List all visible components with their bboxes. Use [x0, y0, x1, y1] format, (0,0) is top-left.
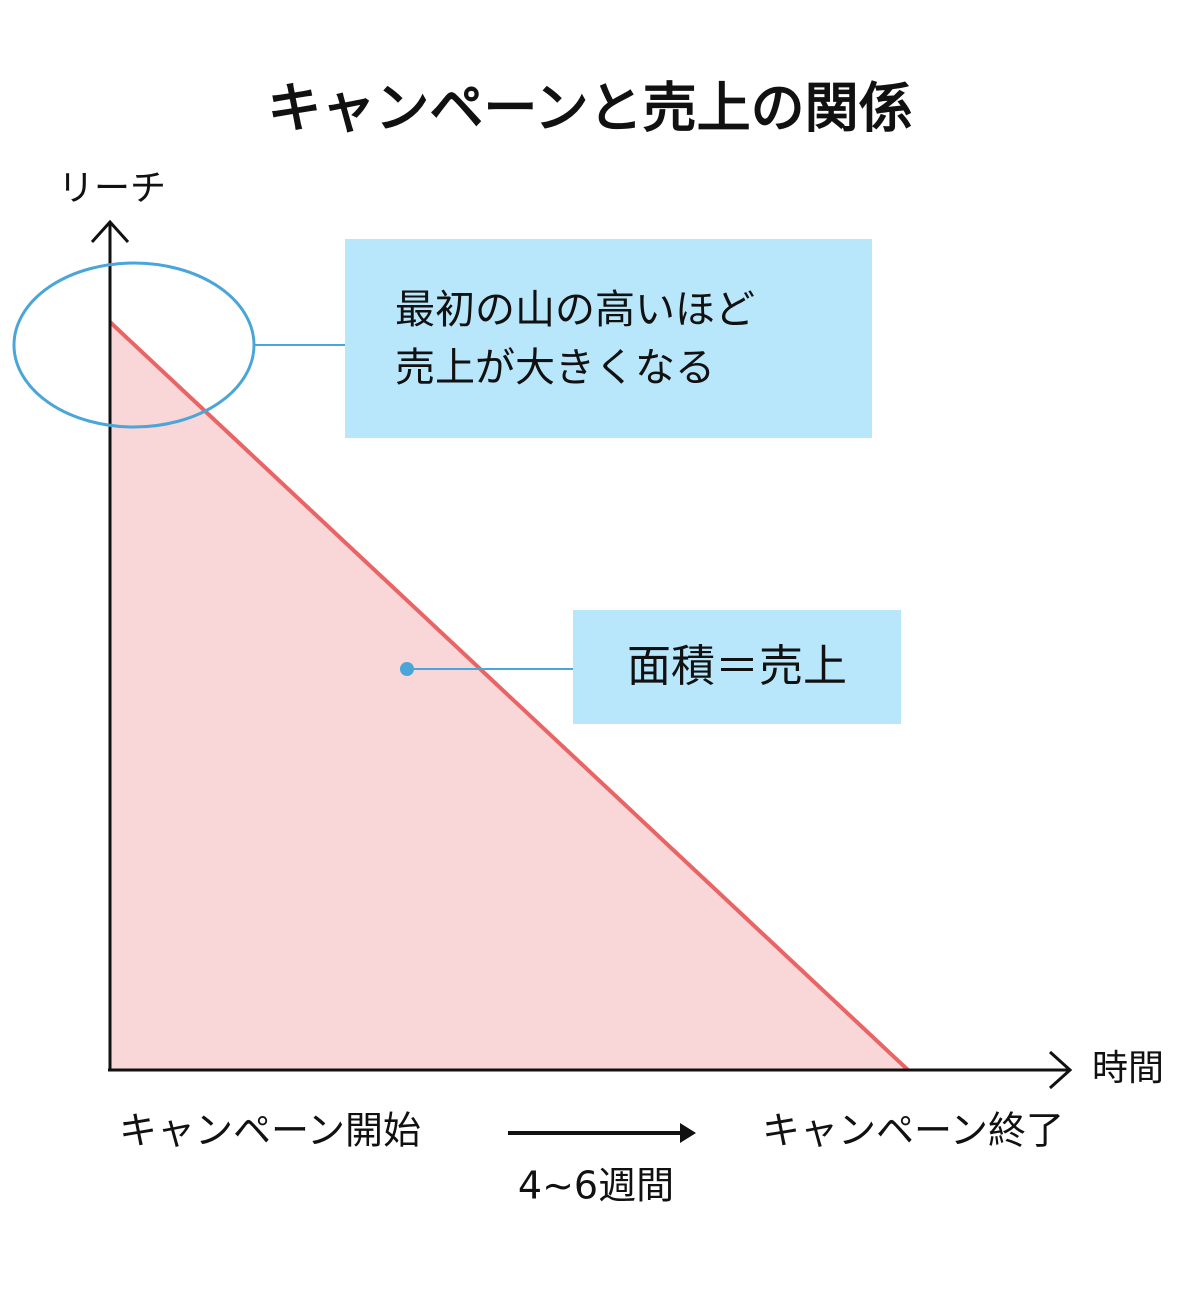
start-label: キャンペーン開始 [119, 1109, 421, 1153]
callout-box [345, 239, 872, 438]
reach-line [108, 320, 910, 1072]
end-label: キャンペーン終了 [762, 1109, 1064, 1153]
callout-text: 面積＝売上 [627, 641, 847, 692]
y-axis-label: リーチ [58, 168, 166, 209]
callout-text: 売上が大きくなる [395, 345, 715, 391]
y-axis-arrow [90, 219, 130, 244]
duration-arrowhead [680, 1123, 696, 1143]
x-axis-label: 時間 [1092, 1048, 1164, 1089]
title: キャンペーンと売上の関係 [267, 77, 912, 140]
callout-box [573, 610, 901, 724]
x-axis-arrow [1048, 1050, 1073, 1090]
duration-label: 4~6週間 [518, 1164, 674, 1208]
callout-text: 最初の山の高いほど [395, 287, 755, 333]
